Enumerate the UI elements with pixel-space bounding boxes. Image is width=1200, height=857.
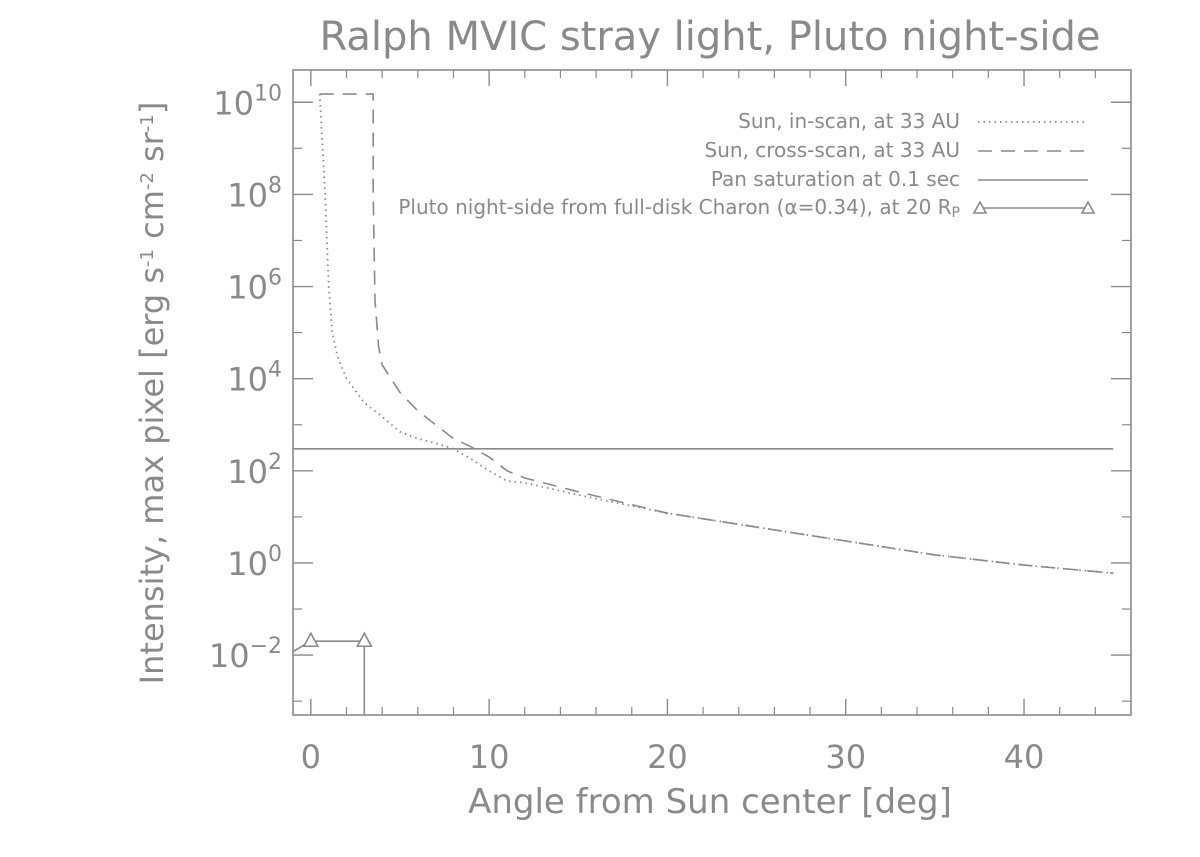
legend-label-pan-saturation: Pan saturation at 0.1 sec bbox=[711, 167, 960, 191]
y-tick-label: 100 bbox=[227, 542, 282, 583]
legend-triangle-marker bbox=[1080, 200, 1096, 214]
x-axis-label: Angle from Sun center [deg] bbox=[468, 782, 952, 822]
plot-frame bbox=[292, 69, 1132, 716]
series-layer bbox=[292, 93, 1114, 715]
series-sun-in-scan-at-33-au bbox=[318, 94, 1114, 575]
triangle-marker bbox=[355, 631, 373, 648]
legend-label-cross-scan: Sun, cross-scan, at 33 AU bbox=[705, 138, 960, 162]
chart-title: Ralph MVIC stray light, Pluto night-side bbox=[320, 14, 1101, 60]
series-pluto-night-side-from-full-disk-charon-0-34-at-20-r bbox=[292, 640, 366, 715]
y-tick-label: 10−2 bbox=[209, 634, 282, 675]
y-tick-label: 104 bbox=[227, 358, 282, 399]
y-axis-ticks: 10−2 100 102 104 106 108 1010 bbox=[209, 81, 1131, 675]
triangle-marker bbox=[302, 631, 320, 648]
x-tick-label: 10 bbox=[469, 738, 510, 776]
y-axis-label: Intensity, max pixel [erg s-1 cm-2 sr-1] bbox=[133, 102, 171, 685]
minor-ticks bbox=[293, 70, 1131, 715]
y-tick-label: 108 bbox=[227, 173, 282, 214]
legend-label-in-scan: Sun, in-scan, at 33 AU bbox=[738, 109, 960, 133]
x-tick-label: 0 bbox=[301, 738, 321, 776]
legend-label-pluto-night-side: Pluto night-side from full-disk Charon (… bbox=[398, 195, 960, 221]
y-tick-label: 106 bbox=[227, 266, 282, 307]
y-tick-label: 102 bbox=[227, 450, 282, 491]
legend-triangle-marker bbox=[972, 200, 988, 214]
x-tick-label: 20 bbox=[647, 738, 688, 776]
legend: Sun, in-scan, at 33 AU Sun, cross-scan, … bbox=[398, 109, 1096, 221]
series-sun-cross-scan-at-33-au bbox=[319, 93, 1114, 574]
x-tick-label: 30 bbox=[825, 738, 866, 776]
y-tick-label: 1010 bbox=[213, 81, 282, 122]
x-tick-label: 40 bbox=[1004, 738, 1045, 776]
x-axis-ticks: 0 10 20 30 40 bbox=[301, 70, 1045, 776]
